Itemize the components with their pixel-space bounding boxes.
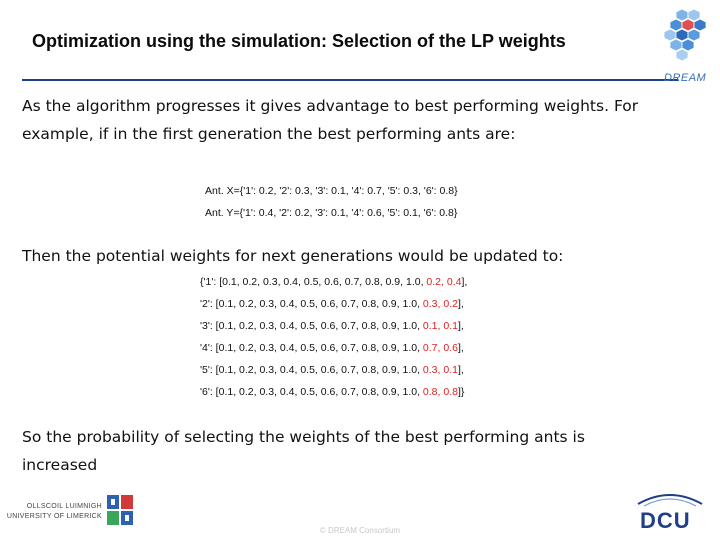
weight-line-3: '3': [0.1, 0.2, 0.3, 0.4, 0.5, 0.6, 0.7,…: [200, 315, 467, 337]
ant-x-line: Ant. X={'1': 0.2, '2': 0.3, '3': 0.1, '4…: [205, 185, 458, 197]
weight-close: ],: [457, 320, 464, 332]
weight-line-1: {'1': [0.1, 0.2, 0.3, 0.4, 0.5, 0.6, 0.7…: [200, 271, 467, 293]
weight-list: {'1': [0.1, 0.2, 0.3, 0.4, 0.5, 0.6, 0.7…: [200, 276, 427, 288]
weight-list: '4': [0.1, 0.2, 0.3, 0.4, 0.5, 0.6, 0.7,…: [200, 342, 423, 354]
university-shield-icon: [107, 495, 133, 525]
intro-paragraph: As the algorithm progresses it gives adv…: [22, 97, 639, 143]
weight-added: 0.3, 0.1: [422, 364, 458, 376]
weight-list: '3': [0.1, 0.2, 0.3, 0.4, 0.5, 0.6, 0.7,…: [200, 320, 423, 332]
ant-y-line: Ant. Y={'1': 0.4, '2': 0.2, '3': 0.1, '4…: [205, 207, 458, 219]
university-name-english: UNIVERSITY OF LIMERICK: [6, 513, 102, 520]
dcu-wordmark: DCU: [640, 508, 691, 533]
closing-paragraph: So the probability of selecting the weig…: [22, 428, 585, 474]
dcu-logo-icon: [637, 494, 703, 507]
weight-close: ],: [457, 364, 464, 376]
slide-title: Optimization using the simulation: Selec…: [32, 31, 566, 51]
footer-copyright: © DREAM Consortium: [319, 526, 401, 535]
dream-logo-icon: [663, 8, 707, 62]
weight-close: ],: [461, 276, 468, 288]
university-name: OLLSCOIL LUIMNIGH UNIVERSITY OF LIMERICK: [6, 502, 102, 522]
university-name-irish: OLLSCOIL LUIMNIGH: [26, 503, 102, 510]
weights-block: {'1': [0.1, 0.2, 0.3, 0.4, 0.5, 0.6, 0.7…: [200, 271, 467, 403]
weight-added: 0.2, 0.4: [426, 276, 462, 288]
weight-added: 0.1, 0.1: [422, 320, 458, 332]
ants-block: Ant. X={'1': 0.2, '2': 0.3, '3': 0.1, '4…: [205, 180, 458, 224]
weight-close: ],: [457, 298, 464, 310]
title-rule: [22, 79, 678, 81]
weight-list: '2': [0.1, 0.2, 0.3, 0.4, 0.5, 0.6, 0.7,…: [200, 298, 423, 310]
weight-close: ]}: [457, 386, 465, 398]
weight-list: '6': [0.1, 0.2, 0.3, 0.4, 0.5, 0.6, 0.7,…: [200, 386, 423, 398]
weight-close: ],: [457, 342, 464, 354]
weight-list: '5': [0.1, 0.2, 0.3, 0.4, 0.5, 0.6, 0.7,…: [200, 364, 423, 376]
weight-line-2: '2': [0.1, 0.2, 0.3, 0.4, 0.5, 0.6, 0.7,…: [200, 293, 467, 315]
weight-line-6: '6': [0.1, 0.2, 0.3, 0.4, 0.5, 0.6, 0.7,…: [200, 381, 467, 403]
dream-label: DREAM: [664, 72, 707, 84]
weight-added: 0.7, 0.6: [422, 342, 458, 354]
weight-added: 0.3, 0.2: [422, 298, 458, 310]
weight-line-4: '4': [0.1, 0.2, 0.3, 0.4, 0.5, 0.6, 0.7,…: [200, 337, 467, 359]
weight-added: 0.8, 0.8: [422, 386, 458, 398]
then-paragraph: Then the potential weights for next gene…: [22, 247, 564, 265]
weight-line-5: '5': [0.1, 0.2, 0.3, 0.4, 0.5, 0.6, 0.7,…: [200, 359, 467, 381]
